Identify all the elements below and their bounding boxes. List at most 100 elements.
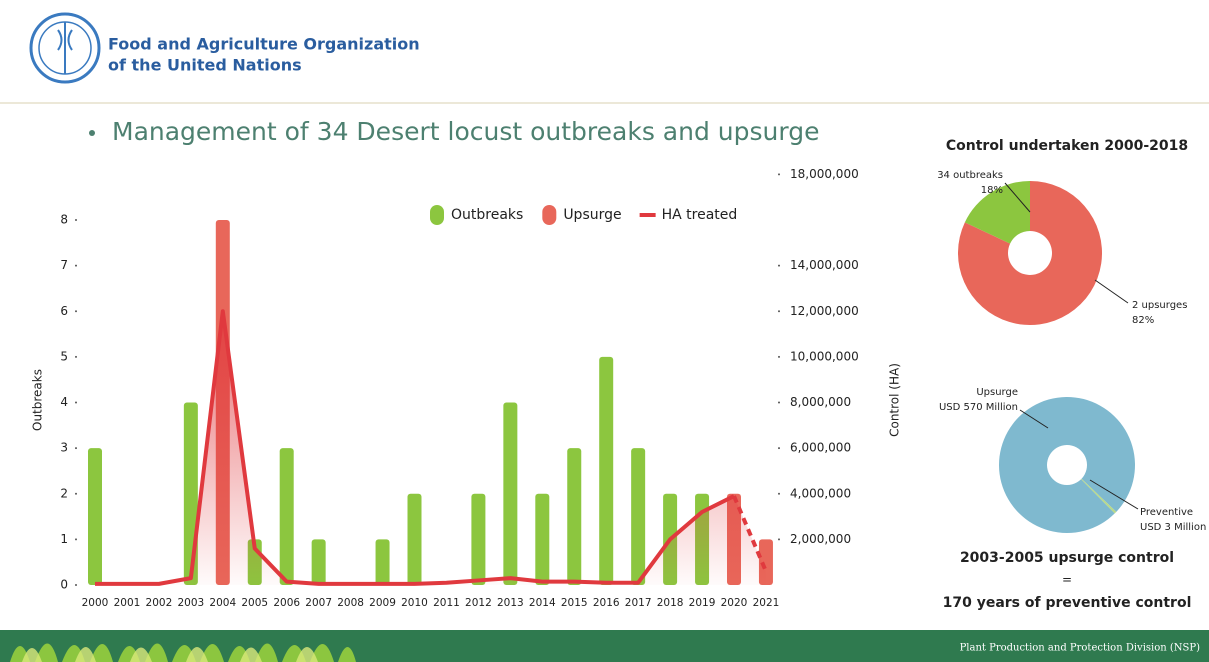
bar: [375, 539, 390, 585]
y-tick-label: 7: [60, 258, 68, 272]
legend-swatch: [542, 205, 557, 225]
y-tick-label: 0: [60, 578, 68, 592]
x-tick-label: 2004: [209, 597, 236, 609]
bar: [279, 448, 294, 585]
line-area: [95, 311, 766, 585]
pie-slice: [1081, 478, 1117, 514]
x-tick-label: 2011: [433, 597, 460, 609]
y2-tick-label: 18,000,000: [790, 167, 859, 181]
tick-mark: [778, 538, 780, 541]
tick-mark: [778, 447, 780, 450]
bar: [567, 448, 582, 585]
tick-mark: [778, 264, 780, 267]
x-tick-label: 2015: [561, 597, 588, 609]
x-tick-label: 2009: [369, 597, 396, 609]
bar: [599, 356, 614, 585]
tick-mark: [778, 492, 780, 495]
tick-mark: [75, 310, 77, 313]
y2-tick-label: 12,000,000: [790, 304, 859, 318]
pie-label: 34 outbreaks: [937, 170, 1003, 181]
x-tick-label: 2014: [529, 597, 556, 609]
tick-mark: [778, 310, 780, 313]
bar: [311, 539, 326, 585]
y-tick-label: 8: [60, 213, 68, 227]
pie-value-label: USD 3 Million: [1140, 522, 1206, 533]
footer-text: Plant Production and Protection Division…: [960, 643, 1201, 654]
x-tick-label: 2008: [337, 597, 364, 609]
caption: =: [1062, 573, 1072, 587]
bar: [88, 448, 102, 585]
tick-mark: [75, 584, 77, 586]
pie-label: Preventive: [1140, 507, 1193, 518]
leaf-decoration: [10, 643, 356, 662]
x-tick-label: 2017: [625, 597, 652, 609]
x-tick-label: 2005: [241, 597, 268, 609]
y2-tick-label: 6,000,000: [790, 441, 851, 455]
x-tick-label: 2007: [305, 597, 332, 609]
caption: 2003-2005 upsurge control: [960, 550, 1174, 566]
pie-value-label: USD 570 Million: [939, 402, 1018, 413]
org-name: Food and Agriculture Organization: [108, 35, 420, 54]
tick-mark: [75, 355, 77, 358]
org-name: of the United Nations: [108, 56, 302, 75]
caption: 170 years of preventive control: [943, 595, 1192, 611]
y-tick-label: 3: [60, 441, 68, 455]
x-tick-label: 2013: [497, 597, 524, 609]
leader-line: [1019, 409, 1049, 429]
line-dashed: [732, 495, 768, 573]
tick-mark: [75, 447, 77, 450]
x-tick-label: 2018: [657, 597, 684, 609]
y2-tick-label: 14,000,000: [790, 258, 859, 272]
x-tick-label: 2001: [114, 597, 141, 609]
line: [95, 309, 735, 586]
leader-line: [1089, 479, 1139, 510]
legend-swatch: [430, 205, 444, 225]
y2-tick-label: 10,000,000: [790, 349, 859, 363]
bar: [471, 493, 486, 585]
x-tick-label: 2012: [465, 597, 492, 609]
y-tick-label: 2: [60, 486, 68, 500]
pie-label: Upsurge: [976, 387, 1018, 398]
pie-value-label: 18%: [981, 185, 1003, 196]
bar: [535, 493, 550, 585]
legend-label: Upsurge: [563, 207, 621, 223]
y-tick-label: 1: [60, 532, 68, 546]
pie-label: 2 upsurges: [1132, 300, 1187, 311]
x-tick-label: 2020: [721, 597, 748, 609]
tick-mark: [75, 219, 77, 221]
y-axis-label: Outbreaks: [31, 369, 45, 431]
leader-line: [1004, 182, 1031, 213]
tick-mark: [778, 401, 780, 404]
tick-mark: [75, 264, 77, 267]
tick-mark: [75, 538, 77, 541]
pie-slice: [964, 181, 1030, 244]
y-tick-label: 6: [60, 304, 68, 318]
tick-mark: [75, 492, 77, 495]
legend-label: HA treated: [662, 207, 738, 223]
pie-value-label: 82%: [1132, 315, 1154, 326]
tick-mark: [778, 173, 780, 176]
x-tick-label: 2016: [593, 597, 620, 609]
y2-tick-label: 8,000,000: [790, 395, 851, 409]
x-tick-label: 2000: [82, 597, 109, 609]
slide-title: Management of 34 Desert locust outbreaks…: [112, 117, 819, 146]
legend-label: Outbreaks: [451, 207, 523, 223]
y-tick-label: 5: [60, 349, 68, 363]
y-tick-label: 4: [60, 395, 68, 409]
x-tick-label: 2021: [753, 597, 780, 609]
bullet: [89, 130, 95, 136]
bar: [503, 402, 518, 585]
pie-slice: [999, 396, 1136, 533]
x-tick-label: 2002: [146, 597, 173, 609]
bar: [631, 448, 646, 585]
pie-title: Control undertaken 2000-2018: [946, 138, 1188, 154]
tick-mark: [75, 401, 77, 404]
x-tick-label: 2006: [273, 597, 300, 609]
y2-axis-label: Control (HA): [888, 363, 902, 437]
tick-mark: [778, 355, 780, 358]
leader-line: [1094, 279, 1129, 304]
fao-logo: [29, 12, 101, 84]
x-tick-label: 2003: [177, 597, 204, 609]
pie-slice: [957, 181, 1102, 325]
